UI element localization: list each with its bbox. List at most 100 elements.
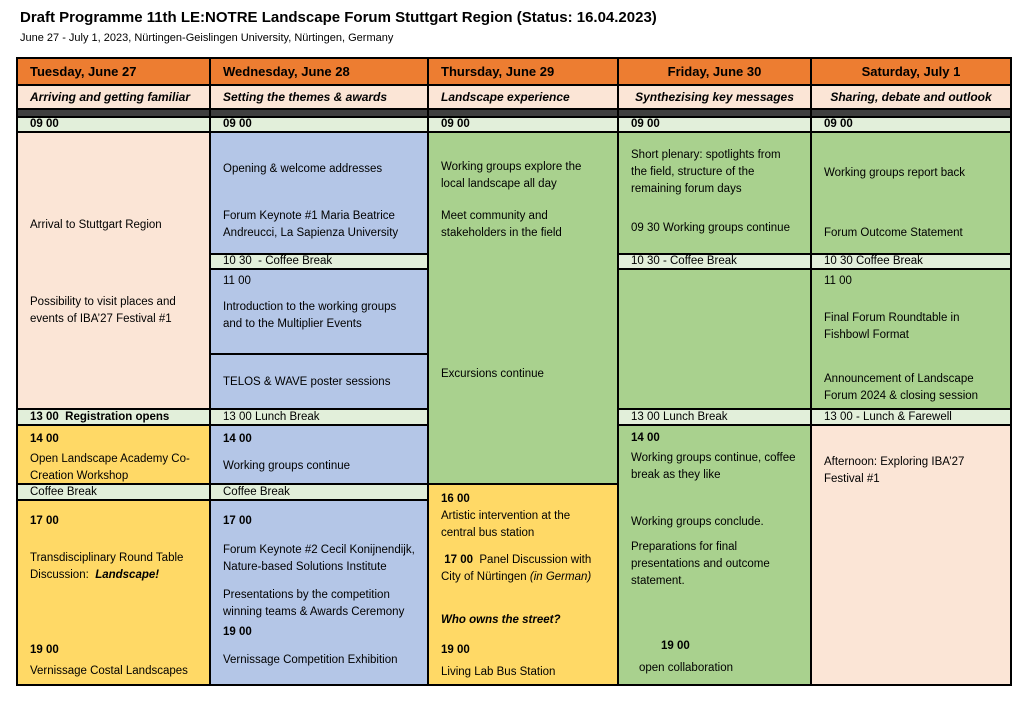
text-span: Working groups conclude.	[631, 516, 764, 528]
text-line: 13 00 - Lunch & Farewell	[824, 410, 998, 424]
text-span: Short plenary: spotlights from the field…	[631, 149, 784, 195]
day-header: Thursday, June 29	[429, 59, 617, 86]
text-line: Working groups continue, coffee break as…	[631, 450, 798, 484]
text-line: Forum Keynote #1 Maria Beatrice Andreucc…	[223, 208, 415, 242]
text-span: Presentations by the competition winning…	[223, 589, 405, 618]
text-line: 19 00	[30, 642, 197, 659]
tue-evening-cell: 17 00 Transdisciplinary Round Table Discu…	[18, 501, 209, 684]
day-column-5: Saturday, July 1 Sharing, debate and outl…	[812, 59, 1010, 684]
text-line: Coffee Break	[223, 485, 415, 499]
text-span: 11 00	[223, 275, 251, 287]
wed-opening-keynote-cell: Opening & welcome addresses Forum Keynote…	[211, 133, 427, 255]
text-span: Panel Discussion with City of Nürtingen	[441, 554, 595, 583]
fri-0900-row: 09 00	[619, 118, 810, 133]
text-span: 13 00 - Lunch & Farewell	[824, 410, 952, 423]
day-theme: Setting the themes & awards	[211, 86, 427, 110]
text-span: 09 00	[441, 118, 470, 130]
text-line: Working groups conclude.	[631, 514, 798, 531]
wed-coffee-break-row: Coffee Break	[211, 485, 427, 501]
text-span: Working groups report back	[824, 167, 966, 179]
text-line: Living Lab Bus Station	[441, 664, 605, 681]
text-line: 13 00 Registration opens	[30, 410, 197, 424]
text-line: 09 00	[30, 118, 197, 131]
text-span: Preparations for final presentations and…	[631, 541, 773, 587]
wed-1030-coffee-break-row: 10 30 - Coffee Break	[211, 255, 427, 270]
text-span: Meet community and stakeholders in the f…	[441, 210, 562, 239]
text-line: 09 00	[441, 118, 605, 131]
text-span: 09 00	[223, 118, 252, 130]
text-span: 09 00	[631, 118, 660, 130]
text-span: Forum Keynote #2 Cecil Konijnendijk, Nat…	[223, 544, 418, 573]
tue-arrival-cell: Arrival to Stuttgart Region Possibility t…	[18, 133, 209, 410]
text-line: Working groups report back	[824, 165, 998, 182]
tue-1400-workshop-cell: 14 00 Open Landscape Academy Co-Creation …	[18, 426, 209, 485]
text-line: Coffee Break	[30, 485, 197, 499]
page-title: Draft Programme 11th LE:NOTRE Landscape …	[20, 9, 657, 26]
day-column-2: Wednesday, June 28 Setting the themes & a…	[211, 59, 429, 684]
text-line: 19 00	[631, 638, 798, 655]
text-span: Coffee Break	[223, 485, 290, 498]
text-span: Final Forum Roundtable in Fishbowl Forma…	[824, 312, 963, 341]
wed-1400-working-groups-cell: 14 00 Working groups continue	[211, 426, 427, 485]
text-span: 11 00	[824, 275, 852, 287]
day-theme: Sharing, debate and outlook	[812, 86, 1010, 110]
text-span: 19 00	[223, 626, 252, 638]
day-theme: Synthezising key messages	[619, 86, 810, 110]
text-line: 11 00	[223, 273, 415, 290]
text-span: Forum Outcome Statement	[824, 227, 963, 239]
text-span: 13 00 Lunch Break	[631, 410, 728, 423]
text-line: 14 00	[631, 430, 798, 447]
text-span: Who owns the street?	[441, 614, 561, 626]
day-column-3: Thursday, June 29 Landscape experience 09 …	[429, 59, 619, 684]
text-line: TELOS & WAVE poster sessions	[223, 374, 415, 391]
separator-band	[429, 110, 617, 118]
thu-excursion-cell: Working groups explore the local landsca…	[429, 133, 617, 485]
text-span: 14 00	[30, 433, 59, 445]
text-span: Possibility to visit places and events o…	[30, 296, 179, 325]
text-line: Opening & welcome addresses	[223, 161, 415, 178]
text-span: 19 00	[441, 644, 470, 656]
text-line: 19 00	[223, 624, 415, 641]
text-line: Presentations by the competition winning…	[223, 587, 415, 621]
text-span: Transdisciplinary Round Table Discussion…	[30, 552, 187, 581]
text-span: (in German)	[529, 571, 592, 583]
text-line: 19 00	[441, 642, 605, 659]
text-line: Who owns the street?	[441, 612, 605, 629]
text-span: 10 30 - Coffee Break	[223, 255, 333, 267]
programme-page: Draft Programme 11th LE:NOTRE Landscape …	[16, 9, 1012, 686]
text-span: Announcement of Landscape Forum 2024 & c…	[824, 373, 979, 402]
text-span: 19 00	[661, 640, 690, 652]
text-line: Arrival to Stuttgart Region	[30, 217, 197, 234]
text-line: 14 00	[30, 431, 197, 448]
text-line: 10 30 - Coffee Break	[631, 255, 798, 268]
fri-plenary-cell: Short plenary: spotlights from the field…	[619, 133, 810, 255]
text-line: Transdisciplinary Round Table Discussion…	[30, 550, 197, 584]
text-line: Forum Keynote #2 Cecil Konijnendijk, Nat…	[223, 542, 415, 576]
day-header: Friday, June 30	[619, 59, 810, 86]
text-span: 13 00 Registration opens	[30, 410, 170, 423]
day-theme: Landscape experience	[429, 86, 617, 110]
text-span: Artistic intervention at the central bus…	[441, 510, 574, 539]
tue-coffee-break-row: Coffee Break	[18, 485, 209, 501]
fri-afternoon-cell: 14 00 Working groups continue, coffee bre…	[619, 426, 810, 684]
text-span: open collaboration	[639, 662, 733, 674]
text-line: Announcement of Landscape Forum 2024 & c…	[824, 371, 998, 405]
text-line: 14 00	[223, 431, 415, 448]
page-subtitle: June 27 - July 1, 2023, Nürtingen-Geisli…	[20, 32, 394, 44]
text-span: 09 00	[30, 118, 59, 130]
separator-band	[211, 110, 427, 118]
programme-table: Tuesday, June 27 Arriving and getting fam…	[16, 57, 1012, 686]
text-line: Artistic intervention at the central bus…	[441, 508, 605, 542]
text-line: 09 00	[223, 118, 415, 131]
thu-evening-cell: 16 00 Artistic intervention at the centra…	[429, 485, 617, 684]
text-span: 19 00	[30, 644, 59, 656]
text-line: Forum Outcome Statement	[824, 225, 998, 242]
text-span: Excursions continue	[441, 368, 544, 380]
day-column-1: Tuesday, June 27 Arriving and getting fam…	[18, 59, 211, 684]
text-line: 16 00	[441, 491, 605, 508]
text-span: Vernissage Costal Landscapes	[30, 665, 188, 677]
sat-report-back-cell: Working groups report back Forum Outcome …	[812, 133, 1010, 255]
text-line: open collaboration	[631, 660, 798, 677]
text-line: 10 30 Coffee Break	[824, 255, 998, 268]
text-span: 17 00	[30, 515, 59, 527]
